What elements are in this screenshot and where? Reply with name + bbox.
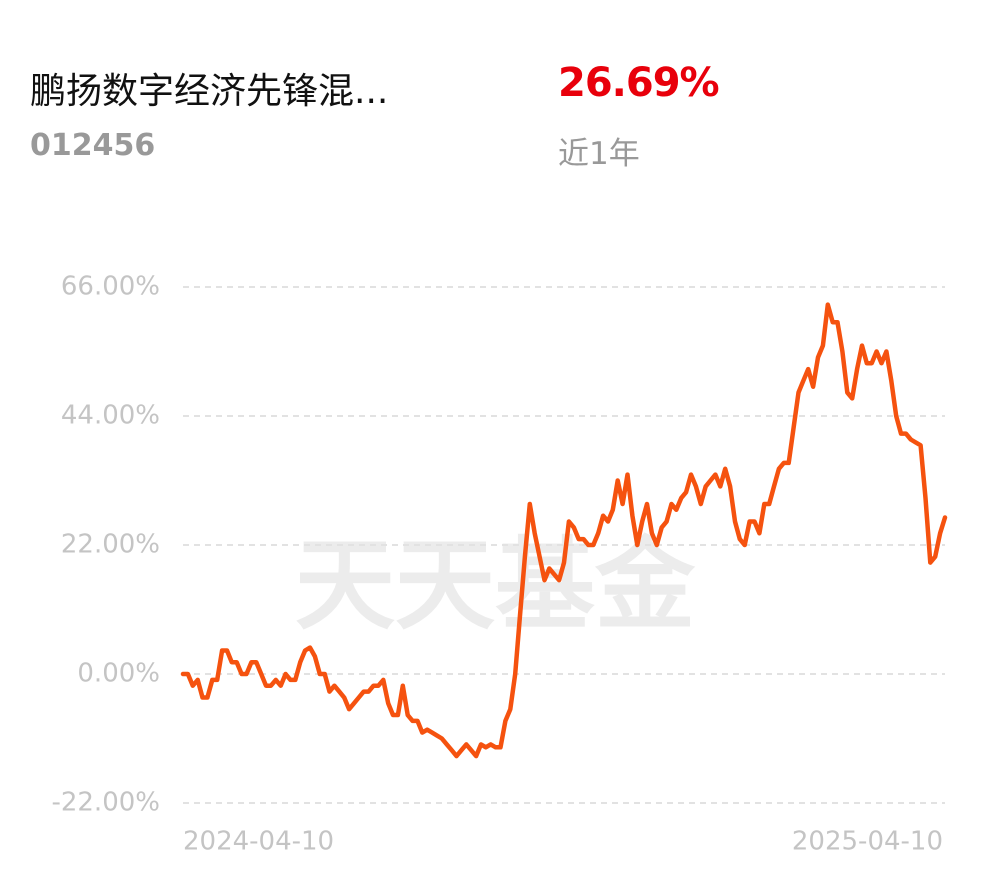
fund-code: 012456 xyxy=(30,128,156,163)
y-tick-label: 0.00% xyxy=(77,659,160,689)
x-tick-label: 2025-04-10 xyxy=(792,827,943,857)
x-tick-label: 2024-04-10 xyxy=(183,827,334,857)
fund-name: 鹏扬数字经济先锋混... xyxy=(30,71,389,112)
y-tick-label: -22.00% xyxy=(51,788,160,818)
return-period: 近1年 xyxy=(558,136,640,172)
y-tick-label: 66.00% xyxy=(61,272,160,302)
y-tick-label: 22.00% xyxy=(61,530,160,560)
y-tick-label: 44.00% xyxy=(61,401,160,431)
fund-return: 26.69% xyxy=(558,60,720,106)
line xyxy=(180,302,948,759)
